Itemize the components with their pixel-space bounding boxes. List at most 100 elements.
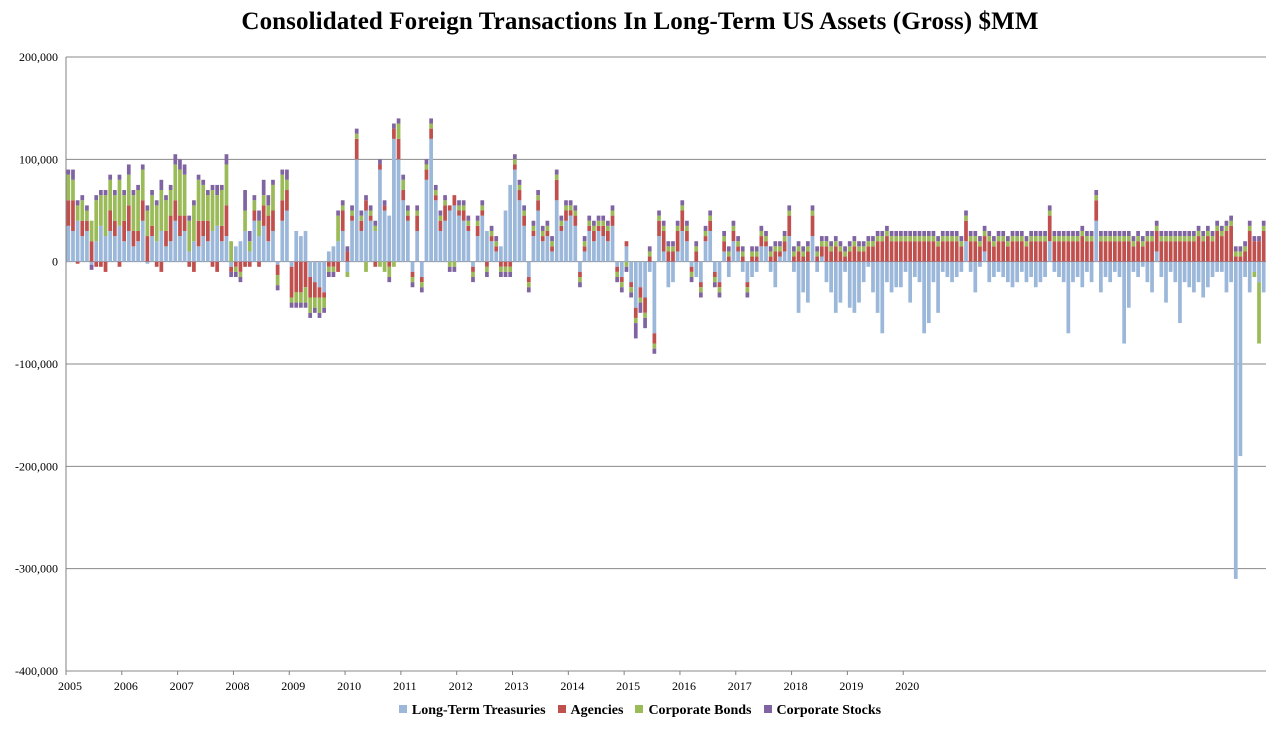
bar-segment-long-term-treasuries [210,230,215,262]
bar-segment-agencies [392,128,396,139]
x-tick-label: 2013 [505,679,529,693]
bar-segment-corporate-bonds [1108,236,1113,242]
bar-segment-long-term-treasuries [824,261,829,283]
bar-segment-corporate-bonds [843,251,847,257]
bar-segment-long-term-treasuries [257,236,261,262]
legend-item: Long-Term Treasuries [398,703,546,719]
bar-segment-corporate-bonds [517,184,522,191]
bar-segment-long-term-treasuries [340,230,345,262]
bar-segment-agencies [801,256,806,262]
bar-segment-corporate-bonds [206,195,210,221]
bar-segment-corporate-bonds [917,236,922,242]
bar-segment-long-term-treasuries [1080,261,1085,288]
bar-segment-long-term-treasuries [410,261,415,272]
bar-segment-corporate-bonds [364,261,368,272]
bar-segment-corporate-stocks [606,220,610,226]
bar-segment-corporate-stocks [815,246,820,252]
bar-segment-agencies [317,287,322,298]
bar-segment-corporate-bonds [475,220,480,226]
bar-segment-long-term-treasuries [401,200,406,262]
bar-segment-agencies [512,164,517,170]
bar-segment-long-term-treasuries [154,241,159,262]
bar-segment-agencies [1168,241,1173,262]
bar-segment-corporate-stocks [833,236,838,242]
bar-segment-agencies [1057,241,1061,262]
bar-segment-agencies [350,215,354,221]
bar-segment-long-term-treasuries [373,230,378,262]
bar-segment-agencies [829,251,833,262]
bar-segment-long-term-treasuries [1215,261,1220,272]
bar-segment-agencies [531,230,536,237]
bar-segment-long-term-treasuries [973,261,978,293]
bar-segment-agencies [359,220,364,231]
bar-segment-corporate-stocks [447,266,452,272]
bar-segment-corporate-stocks [996,230,1001,237]
bar-segment-long-term-treasuries [1029,261,1033,278]
bar-segment-long-term-treasuries [382,210,387,262]
bar-segment-corporate-bonds [196,179,201,221]
bar-segment-agencies [457,210,461,216]
bar-segment-agencies [373,261,378,267]
bar-segment-agencies [708,220,713,231]
bar-segment-corporate-bonds [1038,236,1043,242]
bar-segment-corporate-bonds [717,287,722,293]
bar-segment-agencies [378,164,382,170]
bar-segment-agencies [168,215,173,242]
bar-segment-long-term-treasuries [480,215,485,262]
bar-segment-corporate-stocks [1201,230,1206,237]
bar-segment-corporate-stocks [503,271,508,278]
bar-segment-agencies [1182,241,1187,262]
bar-segment-corporate-bonds [1168,236,1173,242]
bar-segment-long-term-treasuries [1257,261,1261,283]
bar-segment-corporate-bonds [1159,236,1164,242]
bar-segment-agencies [1215,230,1220,262]
bar-segment-corporate-bonds [215,195,220,226]
bar-segment-agencies [345,251,350,262]
bar-segment-corporate-bonds [866,241,871,247]
bar-segment-corporate-bonds [978,241,982,247]
bar-segment-long-term-treasuries [633,261,638,308]
bar-segment-long-term-treasuries [708,230,713,262]
bar-segment-corporate-bonds [889,236,894,242]
bar-segment-long-term-treasuries [1112,261,1117,272]
bar-segment-corporate-stocks [382,200,387,206]
bar-segment-agencies [438,220,443,231]
bar-segment-long-term-treasuries [643,261,647,298]
bar-segment-corporate-bonds [94,200,99,242]
bar-segment-agencies [606,230,610,242]
bar-segment-corporate-bonds [685,225,689,231]
bar-segment-agencies [592,230,596,242]
bar-segment-corporate-stocks [368,205,373,211]
bar-segment-long-term-treasuries [689,261,694,267]
bar-segment-long-term-treasuries [889,261,894,293]
bar-segment-agencies [303,261,308,288]
bar-segment-agencies [475,225,480,237]
bar-segment-long-term-treasuries [215,225,220,262]
bar-segment-corporate-bonds [140,169,145,201]
bar-segment-corporate-stocks [480,200,485,206]
bar-segment-long-term-treasuries [606,241,610,262]
bar-segment-long-term-treasuries [66,225,71,262]
legend-label: Corporate Bonds [648,703,752,718]
bar-segment-long-term-treasuries [136,241,140,262]
bar-segment-agencies [508,261,513,267]
bar-segment-long-term-treasuries [94,241,99,262]
bar-segment-long-term-treasuries [550,251,554,262]
bar-segment-agencies [1178,241,1182,262]
bar-segment-agencies [1029,241,1033,262]
bar-segment-long-term-treasuries [103,236,108,262]
bar-segment-corporate-stocks [582,236,587,242]
bar-segment-agencies [1089,241,1094,262]
bar-segment-corporate-bonds [1178,236,1182,242]
bar-segment-corporate-bonds [1261,225,1266,231]
bar-segment-corporate-bonds [1024,241,1029,247]
bar-segment-long-term-treasuries [1178,261,1182,324]
bar-segment-corporate-bonds [689,271,694,278]
bar-segment-agencies [145,236,150,262]
bar-segment-agencies [712,271,717,278]
bar-segment-corporate-stocks [187,215,192,221]
bar-segment-corporate-stocks [1015,230,1020,237]
bar-segment-corporate-bonds [950,236,954,242]
bar-segment-corporate-bonds [847,246,852,252]
bar-segment-corporate-bonds [410,277,415,283]
